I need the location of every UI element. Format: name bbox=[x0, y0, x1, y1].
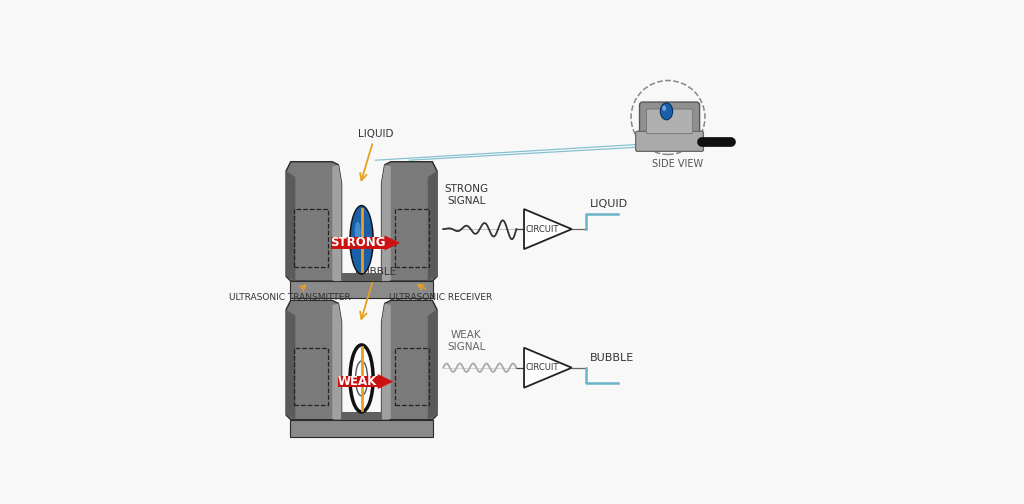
Polygon shape bbox=[286, 162, 342, 281]
Polygon shape bbox=[342, 412, 382, 420]
Text: ULTRASONIC TRANSMITTER: ULTRASONIC TRANSMITTER bbox=[229, 285, 351, 302]
Polygon shape bbox=[382, 162, 437, 281]
Polygon shape bbox=[290, 281, 433, 298]
Text: BUBBLE: BUBBLE bbox=[590, 353, 634, 363]
Polygon shape bbox=[342, 273, 382, 281]
Polygon shape bbox=[333, 165, 342, 281]
Bar bbox=[294, 210, 328, 267]
Polygon shape bbox=[378, 374, 393, 389]
Polygon shape bbox=[286, 300, 342, 420]
Text: STRONG: STRONG bbox=[330, 236, 385, 249]
Bar bbox=[331, 237, 386, 248]
Polygon shape bbox=[524, 209, 571, 249]
Bar bbox=[395, 348, 429, 405]
Polygon shape bbox=[333, 303, 342, 420]
Text: CIRCUIT: CIRCUIT bbox=[525, 225, 559, 234]
Text: WEAK
SIGNAL: WEAK SIGNAL bbox=[447, 330, 485, 352]
Polygon shape bbox=[286, 171, 295, 281]
Text: LIQUID: LIQUID bbox=[590, 199, 628, 209]
Text: LIQUID: LIQUID bbox=[357, 129, 393, 180]
Polygon shape bbox=[382, 303, 391, 420]
Ellipse shape bbox=[349, 205, 374, 275]
FancyBboxPatch shape bbox=[636, 132, 703, 151]
Ellipse shape bbox=[663, 105, 666, 111]
Text: STRONG
SIGNAL: STRONG SIGNAL bbox=[444, 183, 488, 206]
Ellipse shape bbox=[355, 361, 368, 396]
Text: ULTRASONIC RECEIVER: ULTRASONIC RECEIVER bbox=[389, 285, 493, 302]
Ellipse shape bbox=[660, 103, 673, 120]
FancyBboxPatch shape bbox=[646, 109, 692, 134]
FancyBboxPatch shape bbox=[640, 102, 699, 141]
Text: BUBBLE: BUBBLE bbox=[355, 267, 396, 319]
Bar bbox=[395, 210, 429, 267]
Polygon shape bbox=[385, 235, 400, 250]
Polygon shape bbox=[428, 309, 437, 420]
Bar bbox=[294, 348, 328, 405]
Bar bbox=[338, 376, 379, 387]
Ellipse shape bbox=[350, 345, 373, 412]
Text: CIRCUIT: CIRCUIT bbox=[525, 363, 559, 372]
Polygon shape bbox=[290, 420, 433, 436]
Polygon shape bbox=[524, 348, 571, 388]
Polygon shape bbox=[286, 309, 295, 420]
Polygon shape bbox=[382, 165, 391, 281]
Polygon shape bbox=[428, 171, 437, 281]
Ellipse shape bbox=[351, 206, 373, 273]
Text: SIDE VIEW: SIDE VIEW bbox=[651, 159, 702, 169]
Ellipse shape bbox=[354, 222, 360, 242]
Polygon shape bbox=[382, 300, 437, 420]
Text: WEAK: WEAK bbox=[338, 375, 377, 388]
